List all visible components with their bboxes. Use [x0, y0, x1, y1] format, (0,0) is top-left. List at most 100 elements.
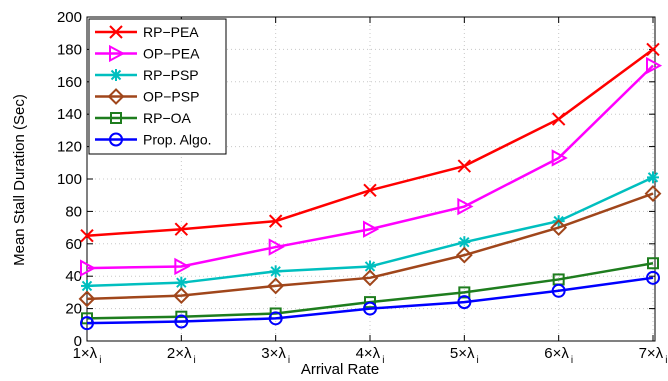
legend-item: Prop. Algo.	[95, 132, 212, 148]
x-tick-main: 7×λ	[639, 345, 664, 362]
data-point-marker	[551, 283, 566, 298]
y-tick-label: 120	[57, 139, 82, 156]
x-tick-label: 7×λ i	[639, 345, 668, 366]
x-tick-main: 5×λ	[450, 345, 475, 362]
data-point-marker	[361, 269, 379, 287]
data-point-marker	[268, 214, 283, 228]
x-tick-label: 3×λ i	[261, 345, 290, 366]
legend-label: Prop. Algo.	[143, 132, 212, 148]
data-point-marker	[172, 287, 190, 305]
data-point-marker	[457, 295, 472, 310]
x-tick-label: 4×λ i	[356, 345, 385, 366]
series-op-psp	[78, 185, 662, 308]
data-point-marker	[647, 171, 659, 184]
x-axis-title: Arrival Rate	[301, 361, 379, 378]
x-tick-label: 5×λ i	[450, 345, 479, 366]
y-tick-label: 80	[65, 203, 82, 220]
y-tick-label: 200	[57, 9, 82, 26]
data-point-marker	[80, 228, 94, 243]
y-tick-label: 40	[65, 268, 82, 285]
legend-label: RP−PSP	[143, 67, 199, 83]
data-point-marker	[551, 149, 568, 167]
data-point-marker	[80, 316, 94, 331]
legend-label: OP−PSP	[143, 89, 199, 105]
y-axis-title: Mean Stall Duration (Sec)	[11, 94, 28, 266]
series-rp-pea	[80, 42, 660, 243]
data-point-marker	[174, 257, 191, 276]
data-point-marker	[363, 183, 377, 198]
data-point-marker	[174, 222, 189, 236]
x-tick-subscript: i	[99, 355, 101, 366]
x-tick-main: 1×λ	[73, 345, 98, 362]
data-point-marker	[268, 238, 285, 256]
legend-label: RP−OA	[143, 110, 192, 126]
x-tick-main: 6×λ	[544, 345, 569, 362]
series-line	[86, 64, 654, 270]
legend-item: RP−OA	[95, 110, 192, 126]
x-tick-main: 2×λ	[167, 345, 192, 362]
data-point-marker	[269, 265, 282, 278]
x-tick-label: 2×λ i	[167, 345, 196, 366]
y-tick-label: 100	[57, 171, 82, 188]
legend-swatch-marker	[109, 25, 123, 39]
legend-item: OP−PSP	[95, 88, 199, 105]
data-point-marker	[551, 112, 566, 126]
data-point-marker	[457, 197, 474, 216]
x-tick-subscript: i	[194, 355, 196, 366]
data-point-marker	[78, 290, 96, 308]
data-point-marker	[455, 246, 473, 264]
data-point-marker	[550, 219, 568, 237]
legend-swatch-marker	[109, 44, 126, 63]
x-tick-subscript: i	[382, 355, 384, 366]
legend-swatch-marker	[107, 88, 125, 105]
legend-label: OP−PEA	[143, 46, 200, 62]
data-point-marker	[646, 270, 660, 285]
x-axis: 1×λ i 2×λ i 3×λ i 4×λ i 5×λ i 6×λ i 7×λ i	[73, 17, 668, 366]
data-point-marker	[457, 159, 472, 173]
data-point-marker	[175, 276, 188, 289]
x-tick-label: 1×λ i	[73, 345, 102, 366]
data-point-marker	[80, 259, 97, 277]
data-point-marker	[81, 279, 93, 292]
legend-item: OP−PEA	[95, 44, 200, 63]
series-line	[86, 192, 654, 301]
data-point-marker	[458, 286, 471, 299]
data-point-marker	[646, 42, 660, 57]
legend-swatch-marker	[109, 132, 123, 147]
data-point-marker	[364, 260, 376, 273]
data-point-marker	[647, 257, 659, 270]
data-point-marker	[458, 236, 471, 249]
y-tick-label: 160	[57, 74, 82, 91]
data-point-marker	[646, 56, 663, 75]
series-group	[78, 42, 663, 331]
y-tick-label: 60	[65, 236, 82, 253]
x-tick-subscript: i	[288, 355, 290, 366]
legend-label: RP−PEA	[143, 24, 199, 40]
legend-item: RP−PEA	[95, 24, 199, 40]
legend: RP−PEA OP−PEA RP−PSP OP−PSP RP−OA Prop. Algo.	[88, 18, 227, 155]
legend-swatch-marker	[110, 69, 122, 81]
legend-swatch-marker	[110, 112, 122, 124]
data-point-marker	[644, 185, 662, 202]
y-tick-label: 0	[74, 333, 82, 350]
y-tick-label: 180	[57, 41, 82, 58]
x-tick-subscript: i	[477, 355, 479, 366]
x-tick-subscript: i	[571, 355, 573, 366]
x-tick-main: 4×λ	[356, 345, 381, 362]
series-prop-algo-	[80, 270, 660, 331]
y-tick-label: 140	[57, 106, 82, 123]
legend-item: RP−PSP	[95, 67, 199, 83]
series-line	[86, 276, 654, 325]
x-tick-subscript: i	[665, 355, 667, 366]
y-tick-label: 20	[65, 301, 82, 318]
series-op-pea	[80, 56, 663, 277]
legend-box	[88, 18, 227, 155]
data-point-marker	[268, 311, 283, 326]
data-point-marker	[174, 314, 189, 329]
data-point-marker	[364, 296, 376, 309]
data-point-marker	[267, 277, 285, 295]
data-point-marker	[363, 301, 377, 316]
y-axis: 0 20 40 60 80 100 120 140 160 180 200	[57, 9, 655, 350]
data-point-marker	[363, 220, 380, 238]
